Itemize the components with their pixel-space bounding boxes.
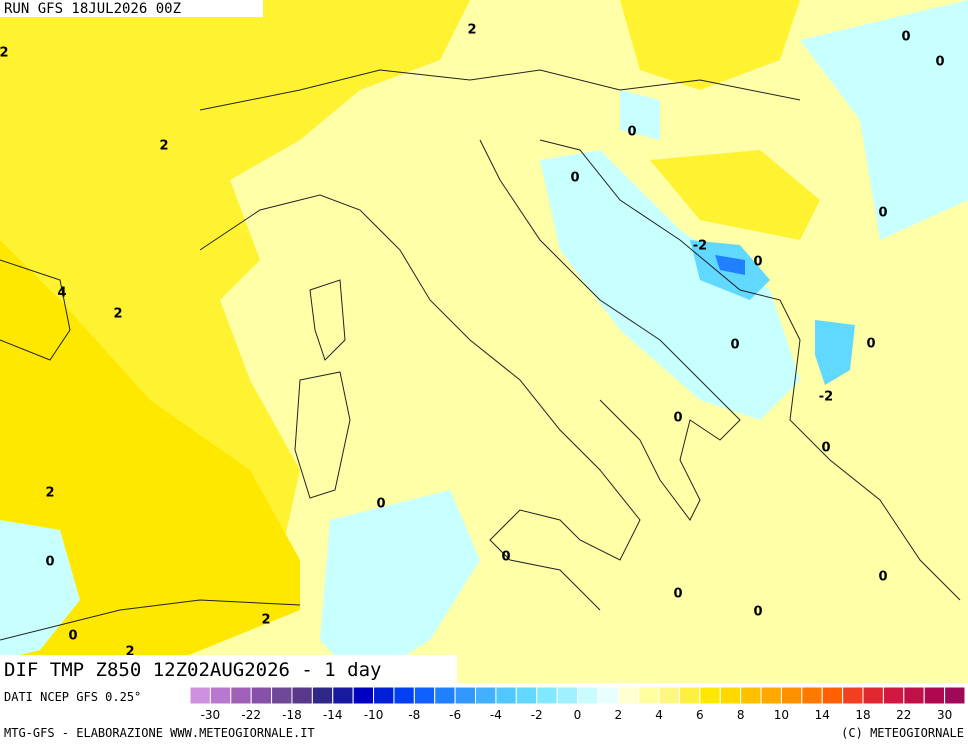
contour-label: -2 xyxy=(819,390,833,405)
source-label: DATI NCEP GFS 0.25° xyxy=(4,690,141,704)
colorbar-tick-label: -22 xyxy=(241,708,261,722)
colorbar-swatch xyxy=(740,686,762,705)
map-background xyxy=(0,0,968,683)
colorbar-tick-label: 22 xyxy=(896,708,911,722)
colorbar-swatch xyxy=(271,686,293,705)
header-box xyxy=(0,0,263,17)
colorbar-tick-label: 30 xyxy=(937,708,952,722)
contour-label: 2 xyxy=(113,307,122,322)
colorbar-swatch xyxy=(393,686,415,705)
colorbar-swatch xyxy=(760,686,782,705)
colorbar-swatch xyxy=(291,686,313,705)
colorbar-tick-label: 2 xyxy=(614,708,622,722)
contour-label: 2 xyxy=(467,23,476,38)
colorbar-swatch xyxy=(617,686,640,705)
colorbar-swatch xyxy=(352,686,375,705)
contour-label: 2 xyxy=(0,46,9,61)
colorbar-swatch xyxy=(821,686,844,705)
colorbar-tick-label: -14 xyxy=(323,708,343,722)
colorbar-swatch xyxy=(475,686,497,705)
contour-label: 0 xyxy=(753,605,762,620)
credit-right: (C) METEOGIORNALE xyxy=(841,726,964,740)
contour-label: 0 xyxy=(570,171,579,186)
contour-label: 0 xyxy=(878,570,887,585)
colorbar: -30 -22 -18 -14 -10 -8 -6 -4 -2 0 2 4 6 8 10 14 18 22 30 xyxy=(189,686,966,722)
contour-label: 0 xyxy=(68,629,77,644)
colorbar-swatch xyxy=(903,686,925,705)
colorbar-tick-label: -8 xyxy=(408,708,420,722)
colorbar-swatch xyxy=(577,686,599,705)
colorbar-tick-label: 14 xyxy=(815,708,830,722)
colorbar-swatch xyxy=(638,686,660,705)
colorbar-tick-label: 8 xyxy=(737,708,745,722)
contour-label: 2 xyxy=(45,486,54,501)
colorbar-tick-label: -10 xyxy=(364,708,384,722)
colorbar-swatch xyxy=(944,686,966,705)
contour-labels: 2 0 0 2 0 2 0 0 -2 0 4 2 0 0 -2 0 0 2 0 … xyxy=(0,23,945,660)
colorbar-tick-label: 6 xyxy=(696,708,704,722)
colorbar-swatch xyxy=(434,686,456,705)
colorbar-tick-label: 4 xyxy=(655,708,663,722)
map-title: DIF TMP Z850 12Z02AUG2026 - 1 day xyxy=(4,659,382,681)
contour-label: 0 xyxy=(501,550,510,565)
colorbar-swatch xyxy=(413,686,436,705)
colorbar-swatch xyxy=(311,686,334,705)
colorbar-swatch xyxy=(678,686,701,705)
colorbar-swatch xyxy=(801,686,823,705)
contour-label: 0 xyxy=(673,587,682,602)
colorbar-swatch xyxy=(373,686,395,705)
contour-label: 0 xyxy=(753,255,762,270)
contour-label: 0 xyxy=(730,338,739,353)
colorbar-tick-label: 10 xyxy=(774,708,789,722)
colorbar-swatch xyxy=(209,686,232,705)
colorbar-swatch xyxy=(597,686,619,705)
colorbar-swatch xyxy=(882,686,905,705)
colorbar-swatch xyxy=(658,686,680,705)
colorbar-tick-label: 0 xyxy=(574,708,582,722)
contour-label: 0 xyxy=(866,337,875,352)
colorbar-swatch xyxy=(923,686,946,705)
colorbar-swatch xyxy=(230,686,252,705)
colorbar-swatch xyxy=(536,686,558,705)
contour-label: 4 xyxy=(57,286,66,301)
contour-label: 2 xyxy=(125,645,134,660)
contour-label: 0 xyxy=(627,125,636,140)
contour-label: 0 xyxy=(935,55,944,70)
colorbar-swatch xyxy=(515,686,538,705)
contour-label: 0 xyxy=(376,497,385,512)
title-box xyxy=(0,655,457,683)
colorbar-swatch xyxy=(332,686,354,705)
colorbar-swatch xyxy=(495,686,517,705)
colorbar-swatch xyxy=(699,686,721,705)
credit-left: MTG-GFS - ELABORAZIONE WWW.METEOGIORNALE… xyxy=(4,726,315,740)
contour-label: 2 xyxy=(159,139,168,154)
contour-label: 0 xyxy=(878,206,887,221)
colorbar-swatch xyxy=(842,686,864,705)
contour-label: 0 xyxy=(673,411,682,426)
colorbar-swatch xyxy=(780,686,803,705)
coastlines xyxy=(0,69,961,641)
contour-label: 0 xyxy=(901,30,910,45)
colorbar-tick-label: -30 xyxy=(201,708,221,722)
contour-label: 0 xyxy=(821,441,830,456)
contour-label: 0 xyxy=(45,555,54,570)
contour-label: 2 xyxy=(261,613,270,628)
colorbar-swatch xyxy=(556,686,579,705)
colorbar-tick-label: -4 xyxy=(490,708,502,722)
colorbar-swatch xyxy=(250,686,273,705)
run-label: RUN GFS 18JUL2026 00Z xyxy=(4,1,181,17)
colorbar-swatch xyxy=(454,686,477,705)
colorbar-tick-label: -6 xyxy=(449,708,461,722)
colorbar-swatch xyxy=(719,686,742,705)
contour-label: -2 xyxy=(693,239,707,254)
colorbar-tick-label: -2 xyxy=(531,708,543,722)
colorbar-swatch xyxy=(862,686,884,705)
colorbar-tick-label: 18 xyxy=(855,708,870,722)
colorbar-tick-label: -18 xyxy=(282,708,302,722)
colorbar-swatch xyxy=(189,686,211,705)
